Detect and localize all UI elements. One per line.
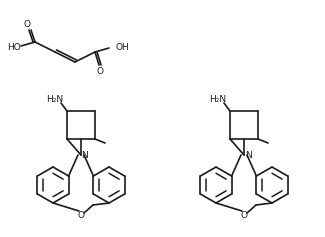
Text: H₂N: H₂N: [46, 95, 64, 104]
Text: OH: OH: [115, 42, 129, 51]
Text: H₂N: H₂N: [209, 95, 227, 104]
Text: N: N: [245, 150, 251, 160]
Text: O: O: [77, 210, 84, 219]
Text: O: O: [23, 19, 31, 28]
Text: HO: HO: [7, 42, 21, 51]
Text: N: N: [82, 150, 88, 160]
Text: O: O: [240, 210, 248, 219]
Text: O: O: [97, 67, 103, 76]
